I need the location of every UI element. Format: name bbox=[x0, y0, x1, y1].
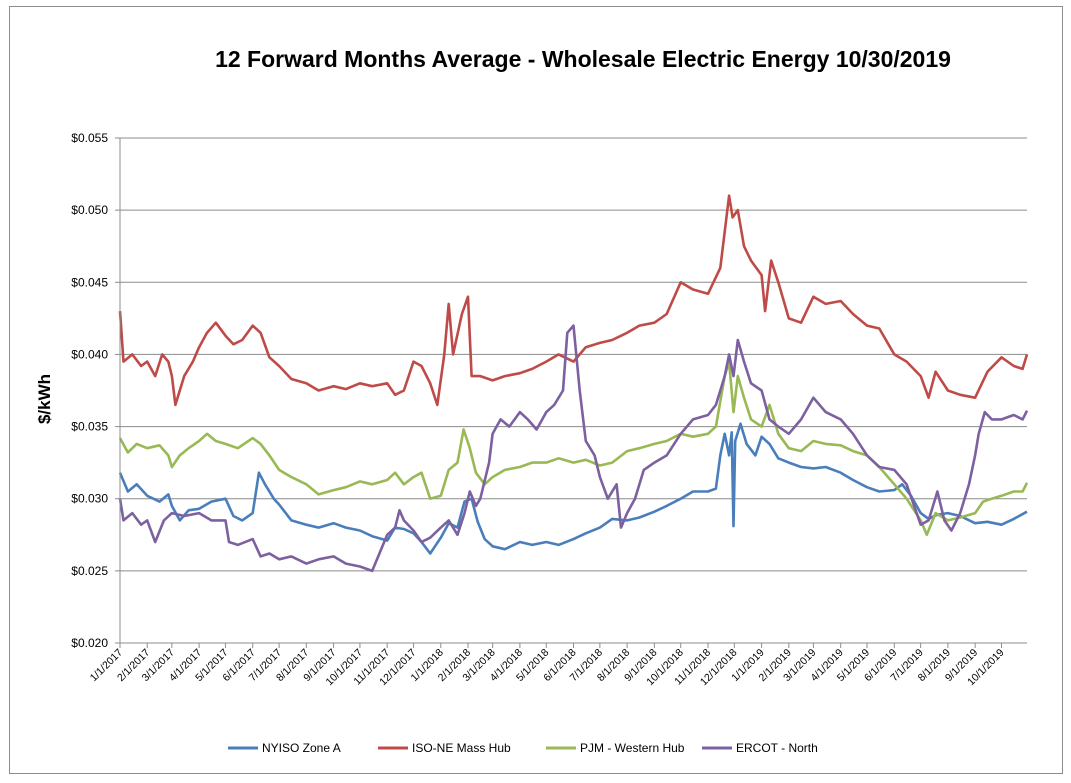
y-tick-label: $0.035 bbox=[71, 420, 108, 434]
y-tick-label: $0.025 bbox=[71, 564, 108, 578]
chart-svg: 12 Forward Months Average - Wholesale El… bbox=[35, 46, 1029, 755]
y-tick-label: $0.030 bbox=[71, 492, 108, 506]
axes bbox=[119, 138, 1027, 644]
legend: NYISO Zone A ISO-NE Mass Hub PJM - Western… bbox=[228, 741, 818, 755]
y-axis-label: $/kWh bbox=[35, 374, 54, 424]
x-axis-ticks: 1/1/20172/1/20173/1/20174/1/20175/1/2017… bbox=[88, 643, 1007, 688]
y-axis-ticks: $0.020 $0.025 $0.030 $0.035 $0.040 $0.045 $0.0… bbox=[71, 131, 120, 650]
series-line-iso-ne-mass-hub bbox=[118, 194, 1029, 407]
y-tick-label: $0.055 bbox=[71, 131, 108, 145]
y-tick-label: $0.020 bbox=[71, 636, 108, 650]
legend-label: PJM - Western Hub bbox=[580, 741, 685, 755]
series-lines bbox=[118, 194, 1029, 573]
y-tick-label: $0.045 bbox=[71, 275, 108, 289]
series-line-nyiso-zone-a bbox=[118, 422, 1028, 555]
chart-title: 12 Forward Months Average - Wholesale El… bbox=[215, 46, 951, 72]
legend-label: ERCOT - North bbox=[736, 741, 818, 755]
series-line-ercot-north bbox=[118, 324, 1029, 573]
chart-frame: 12 Forward Months Average - Wholesale El… bbox=[9, 6, 1063, 774]
y-tick-label: $0.050 bbox=[71, 203, 108, 217]
series-line-pjm-western-hub bbox=[118, 360, 1029, 537]
gridlines bbox=[120, 137, 1027, 572]
y-tick-label: $0.040 bbox=[71, 347, 108, 361]
legend-label: NYISO Zone A bbox=[262, 741, 341, 755]
legend-label: ISO-NE Mass Hub bbox=[412, 741, 511, 755]
